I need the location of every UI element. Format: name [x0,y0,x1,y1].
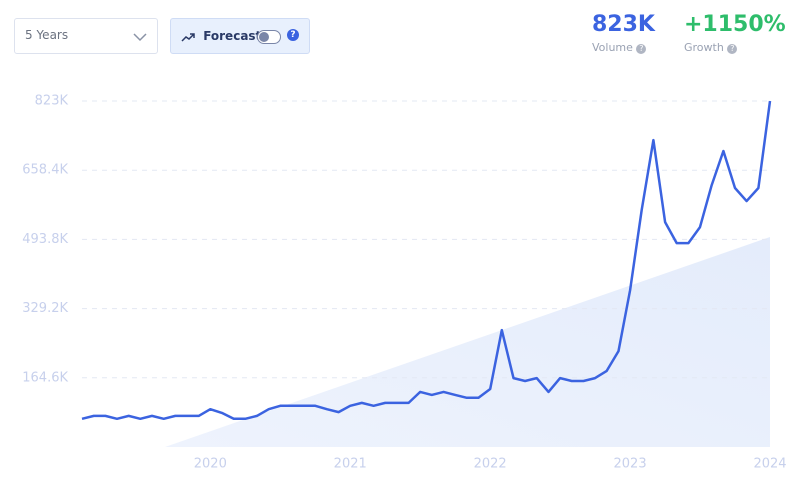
x-tick-label: 2024 [753,457,786,472]
x-tick-label: 2020 [194,457,227,472]
volume-label: Volume ? [592,41,655,54]
growth-label: Growth ? [684,41,786,54]
period-label: 5 Years [25,28,69,42]
y-tick-label: 493.8K [22,232,68,247]
switch[interactable] [257,30,281,44]
line [81,100,772,421]
growth-stat: +1150% Growth ? [684,12,786,54]
growth-text: Growth [684,41,724,54]
forecast-band [165,237,770,447]
trend-icon [181,32,195,42]
x-tick-label: 2023 [614,457,647,472]
x-tick-label: 2021 [334,457,367,472]
period-select[interactable]: 5 Years [14,18,158,54]
growth-value: +1150% [684,12,786,37]
volume-text: Volume [592,41,633,54]
forecast-label: Forecast [203,29,262,43]
y-tick-label: 164.6K [22,370,68,385]
y-tick-label: 823K [35,94,69,109]
forecast-toggle[interactable]: Forecast ? [170,18,310,54]
chevron [133,33,147,42]
volume-value: 823K [592,12,655,37]
volume-stat: 823K Volume ? [592,12,655,54]
y-tick-label: 329.2K [22,301,68,316]
help-icon[interactable]: ? [287,29,299,41]
y-tick-label: 658.4K [22,163,68,178]
x-tick-label: 2022 [474,457,507,472]
